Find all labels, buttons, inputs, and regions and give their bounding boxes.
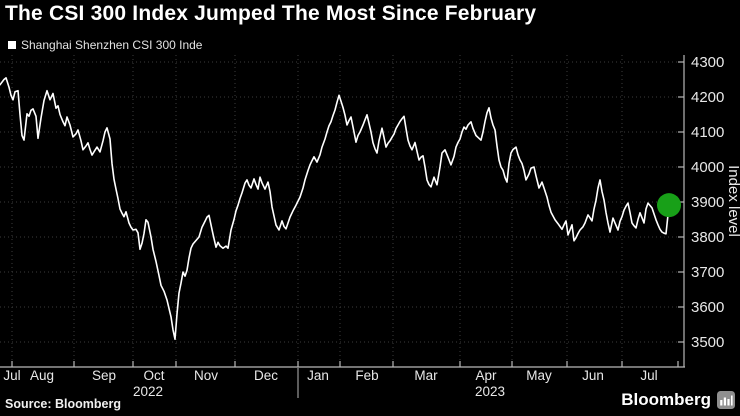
x-axis-month-label: Aug <box>30 368 54 383</box>
legend-series-label: Shanghai Shenzhen CSI 300 Inde <box>21 38 203 52</box>
source-label: Source: Bloomberg <box>5 397 121 411</box>
chart-title: The CSI 300 Index Jumped The Most Since … <box>5 2 537 25</box>
latest-point-marker <box>657 193 681 218</box>
x-axis-month-label: Feb <box>355 368 378 383</box>
legend: Shanghai Shenzhen CSI 300 Inde <box>8 38 202 52</box>
x-axis-year-label: 2023 <box>475 384 505 399</box>
y-axis-title: Index level <box>725 165 740 237</box>
x-axis-month-label: Oct <box>143 368 164 383</box>
x-axis-month-label: Mar <box>414 368 438 383</box>
bloomberg-brand: Bloomberg <box>621 390 735 410</box>
x-axis-month-label: Jul <box>3 368 20 383</box>
x-axis-year-label: 2022 <box>133 384 163 399</box>
x-axis-month-label: Apr <box>475 368 497 383</box>
bloomberg-wordmark: Bloomberg <box>621 390 711 409</box>
x-axis-month-label: May <box>526 368 552 383</box>
x-axis-month-label: Sep <box>92 368 116 383</box>
y-axis-tick-label: 3600 <box>691 299 724 316</box>
x-axis-month-label: Jun <box>582 368 604 383</box>
x-axis-month-label: Jul <box>640 368 657 383</box>
bloomberg-terminal-icon <box>717 391 735 409</box>
x-axis-month-label: Jan <box>307 368 329 383</box>
x-axis-month-label: Dec <box>254 368 278 383</box>
price-line <box>0 77 670 341</box>
legend-square-icon <box>8 41 16 49</box>
y-axis-tick-label: 3700 <box>691 264 724 281</box>
x-axis-month-label: Nov <box>194 368 218 383</box>
y-axis-tick-label: 3900 <box>691 194 724 211</box>
y-axis-tick-label: 4100 <box>691 124 724 141</box>
y-axis-tick-label: 4300 <box>691 54 724 71</box>
y-axis-tick-label: 3500 <box>691 334 724 351</box>
y-axis-tick-label: 4200 <box>691 89 724 106</box>
y-axis-tick-label: 4000 <box>691 159 724 176</box>
y-axis-tick-label: 3800 <box>691 229 724 246</box>
